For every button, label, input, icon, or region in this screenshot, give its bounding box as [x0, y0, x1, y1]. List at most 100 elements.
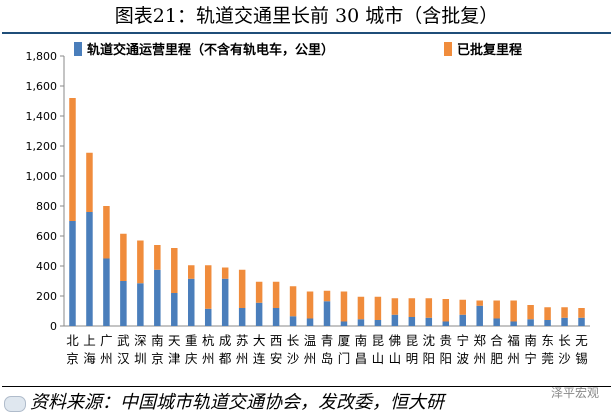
wechat-icon: [4, 396, 26, 412]
y-tick-label: 1,200: [26, 140, 58, 153]
bar-approved: [238, 269, 246, 308]
bar-approved: [374, 296, 382, 320]
x-tick-label: 广: [100, 333, 113, 348]
x-tick-label: 宁: [456, 333, 469, 348]
x-tick-label: 明: [406, 351, 419, 366]
bar-chart: 0 200 400 600 800 1,000 1,200 1,400 1,600 1,800 北…: [26, 42, 590, 366]
legend-label-operating: 轨道交通运营里程（不含有轨电车，公里）: [87, 42, 334, 58]
bar-operating: [86, 212, 93, 326]
legend-swatch-approved: [444, 42, 452, 56]
x-tick-label: 东: [541, 333, 554, 348]
y-tick-label: 1,000: [26, 170, 58, 183]
bar-operating: [120, 281, 127, 326]
x-tick-label: 州: [507, 351, 520, 366]
y-tick-label: 800: [36, 200, 57, 213]
bar-approved: [120, 233, 127, 281]
bar-approved: [255, 281, 263, 303]
x-tick-label: 南: [151, 333, 164, 348]
x-tick-label: 沙: [287, 351, 300, 366]
legend-label-approved: 已批复里程: [457, 42, 522, 58]
x-tick-label: 青: [321, 333, 334, 348]
bar-approved: [408, 298, 416, 317]
x-tick-label: 岛: [321, 351, 334, 366]
bar-operating: [154, 269, 161, 326]
bar-approved: [544, 307, 551, 320]
bar-operating: [289, 316, 297, 326]
source-note: 资料来源：中国城市轨道交通协会，发改委，恒大研: [30, 392, 444, 413]
bar-approved: [137, 240, 144, 284]
bar-operating: [238, 308, 246, 326]
x-tick-label: 肥: [490, 351, 503, 366]
bar-operating: [357, 319, 365, 326]
chart-title: 图表21：轨道交通里长前 30 城市（含批复）: [114, 5, 499, 27]
bar-approved: [510, 300, 517, 322]
x-tick-label: 天: [168, 333, 181, 348]
x-tick-label: 京: [151, 351, 164, 366]
y-tick-label: 200: [36, 290, 57, 303]
x-tick-label: 圳: [134, 351, 147, 366]
bar-approved: [357, 296, 365, 320]
x-tick-label: 杭: [202, 333, 215, 348]
bar-operating: [204, 308, 212, 326]
y-tick-label: 600: [36, 230, 57, 243]
bar-operating: [272, 308, 280, 326]
x-tick-label: 南: [355, 333, 368, 348]
bar-operating: [561, 317, 568, 326]
watermark: 泽平宏观: [550, 386, 599, 400]
x-tick-label: 武: [117, 333, 130, 348]
bar-operating: [69, 221, 76, 326]
x-tick-label: 厦: [338, 333, 351, 348]
x-tick-label: 北: [66, 333, 79, 348]
x-tick-label: 阳: [440, 351, 453, 366]
title-rule: [2, 32, 611, 34]
x-tick-label: 门: [338, 351, 351, 366]
x-tick-label: 州: [473, 351, 486, 366]
x-tick-label: 连: [253, 351, 266, 366]
bar-approved: [289, 286, 297, 317]
bar-operating: [493, 318, 500, 326]
bar-approved: [578, 308, 585, 318]
bar-approved: [188, 265, 195, 279]
y-tick-label: 1,800: [26, 50, 58, 63]
x-tick-label: 州: [236, 351, 249, 366]
x-tick-label: 无: [575, 333, 588, 348]
bar-approved: [86, 152, 93, 212]
y-tick-label: 0: [50, 320, 57, 333]
bar-approved: [69, 98, 76, 221]
x-tick-label: 州: [304, 351, 317, 366]
bar-operating: [137, 283, 144, 326]
x-tick-label: 重: [185, 333, 198, 348]
x-tick-label: 海: [83, 351, 96, 366]
bar-approved: [340, 291, 348, 322]
bar-operating: [374, 320, 382, 326]
x-tick-label: 大: [253, 333, 266, 348]
x-tick-label: 长: [558, 333, 571, 348]
x-tick-label: 莞: [541, 351, 554, 366]
legend-swatch-operating: [74, 42, 82, 56]
x-tick-label: 安: [270, 351, 283, 366]
bar-operating: [510, 321, 517, 326]
bar-operating: [442, 321, 450, 326]
bar-approved: [493, 300, 500, 319]
x-tick-label: 佛: [389, 333, 402, 348]
bar-approved: [459, 299, 466, 315]
y-tick-label: 400: [36, 260, 57, 273]
x-tick-label: 沙: [558, 351, 571, 366]
bar-approved: [154, 245, 161, 270]
bar-approved: [204, 265, 212, 309]
bar-operating: [306, 318, 314, 326]
bar-operating: [476, 305, 483, 326]
bar-operating: [103, 258, 110, 326]
bar-operating: [171, 293, 178, 326]
x-tick-label: 贵: [440, 333, 453, 348]
y-tick-label: 1,600: [26, 80, 58, 93]
x-tick-label: 州: [202, 351, 215, 366]
bar-operating: [255, 302, 263, 326]
x-tick-label: 郑: [473, 333, 486, 348]
bar-operating: [188, 278, 195, 326]
x-tick-label: 沈: [423, 333, 436, 348]
source-rule: [2, 386, 611, 387]
x-tick-label: 昆: [406, 333, 419, 348]
x-tick-label: 温: [304, 333, 317, 348]
x-tick-label: 波: [456, 351, 469, 366]
